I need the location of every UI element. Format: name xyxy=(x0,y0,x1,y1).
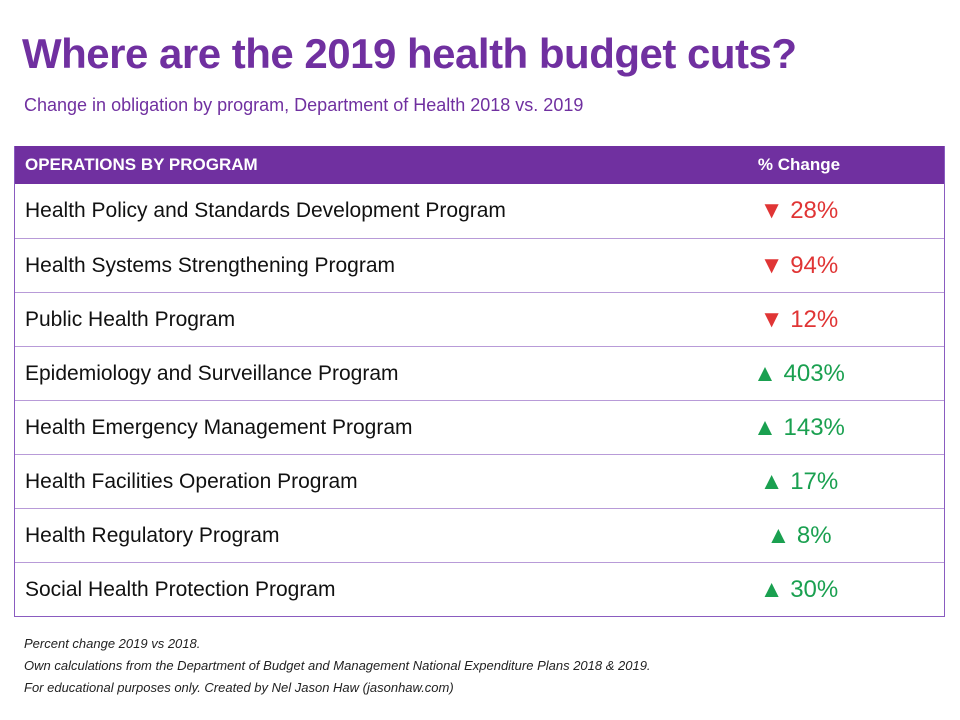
percent-change-value: 94% xyxy=(790,251,839,279)
table-body: Health Policy and Standards Development … xyxy=(15,184,944,616)
table-row: Health Emergency Management Program ▲ 143… xyxy=(15,400,944,454)
down-triangle-icon: ▼ xyxy=(759,305,784,333)
program-name: Health Facilities Operation Program xyxy=(25,469,358,493)
program-name: Health Systems Strengthening Program xyxy=(25,253,396,277)
percent-change-cell: ▼ 28% xyxy=(654,197,944,225)
percent-change-value: 17% xyxy=(790,467,839,495)
percent-change-value: 143% xyxy=(783,413,845,441)
footnote: Percent change 2019 vs 2018. xyxy=(24,636,201,651)
up-triangle-icon: ▲ xyxy=(759,575,784,603)
percent-change-value: 28% xyxy=(790,197,839,224)
chart-title: Where are the 2019 health budget cuts? xyxy=(22,30,797,77)
percent-change-value: 30% xyxy=(790,575,839,603)
footnote: Own calculations from the Department of … xyxy=(24,658,651,673)
percent-change-cell: ▲ 143% xyxy=(654,414,944,442)
table-row: Health Systems Strengthening Program ▼ 94… xyxy=(15,238,944,292)
column-header-program: OPERATIONS BY PROGRAM xyxy=(25,155,258,174)
table-header: OPERATIONS BY PROGRAM % Change xyxy=(15,146,944,184)
up-triangle-icon: ▲ xyxy=(759,467,784,495)
footnote: For educational purposes only. Created b… xyxy=(24,680,454,695)
table-row: Health Facilities Operation Program ▲ 17% xyxy=(15,454,944,508)
program-name: Social Health Protection Program xyxy=(25,577,336,601)
table-row: Social Health Protection Program ▲ 30% xyxy=(15,562,944,616)
percent-change-cell: ▲ 17% xyxy=(654,468,944,496)
table-row: Health Policy and Standards Development … xyxy=(15,184,944,238)
table-row: Epidemiology and Surveillance Program ▲ 4… xyxy=(15,346,944,400)
program-name: Health Regulatory Program xyxy=(25,523,280,547)
percent-change-cell: ▲ 8% xyxy=(654,522,944,550)
down-triangle-icon: ▼ xyxy=(759,251,784,279)
percent-change-value: 8% xyxy=(796,521,832,549)
percent-change-cell: ▼ 12% xyxy=(654,306,944,334)
up-triangle-icon: ▲ xyxy=(766,521,791,549)
chart-subtitle: Change in obligation by program, Departm… xyxy=(24,95,584,115)
program-name: Health Emergency Management Program xyxy=(25,415,413,439)
up-triangle-icon: ▲ xyxy=(753,413,777,441)
down-triangle-icon: ▼ xyxy=(759,197,784,224)
table-row: Public Health Program ▼ 12% xyxy=(15,292,944,346)
program-name: Health Policy and Standards Development … xyxy=(25,199,506,222)
table-row: Health Regulatory Program ▲ 8% xyxy=(15,508,944,562)
percent-change-value: 12% xyxy=(790,305,839,333)
percent-change-cell: ▲ 30% xyxy=(654,576,944,604)
footnotes: Percent change 2019 vs 2018. Own calcula… xyxy=(24,633,651,699)
percent-change-value: 403% xyxy=(783,359,845,387)
column-header-change: % Change xyxy=(757,155,841,174)
program-change-table: OPERATIONS BY PROGRAM % Change Health Po… xyxy=(14,146,945,617)
program-name: Public Health Program xyxy=(25,307,236,331)
percent-change-cell: ▼ 94% xyxy=(654,252,944,280)
percent-change-cell: ▲ 403% xyxy=(654,360,944,388)
program-name: Epidemiology and Surveillance Program xyxy=(25,361,399,385)
up-triangle-icon: ▲ xyxy=(753,359,777,387)
